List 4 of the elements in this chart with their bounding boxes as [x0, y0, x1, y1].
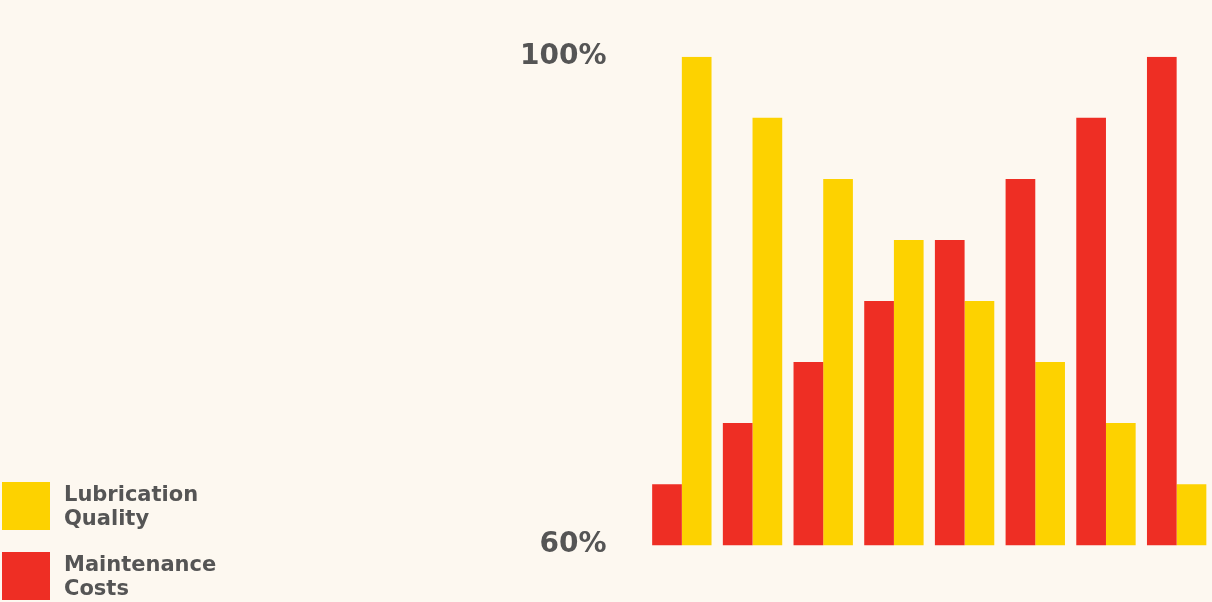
legend-label: Lubrication Quality	[64, 482, 200, 530]
y-tick-label: 100%	[519, 38, 607, 72]
legend-label: Maintenance Costs	[64, 552, 218, 600]
y-tick-label: 60%	[539, 526, 607, 560]
